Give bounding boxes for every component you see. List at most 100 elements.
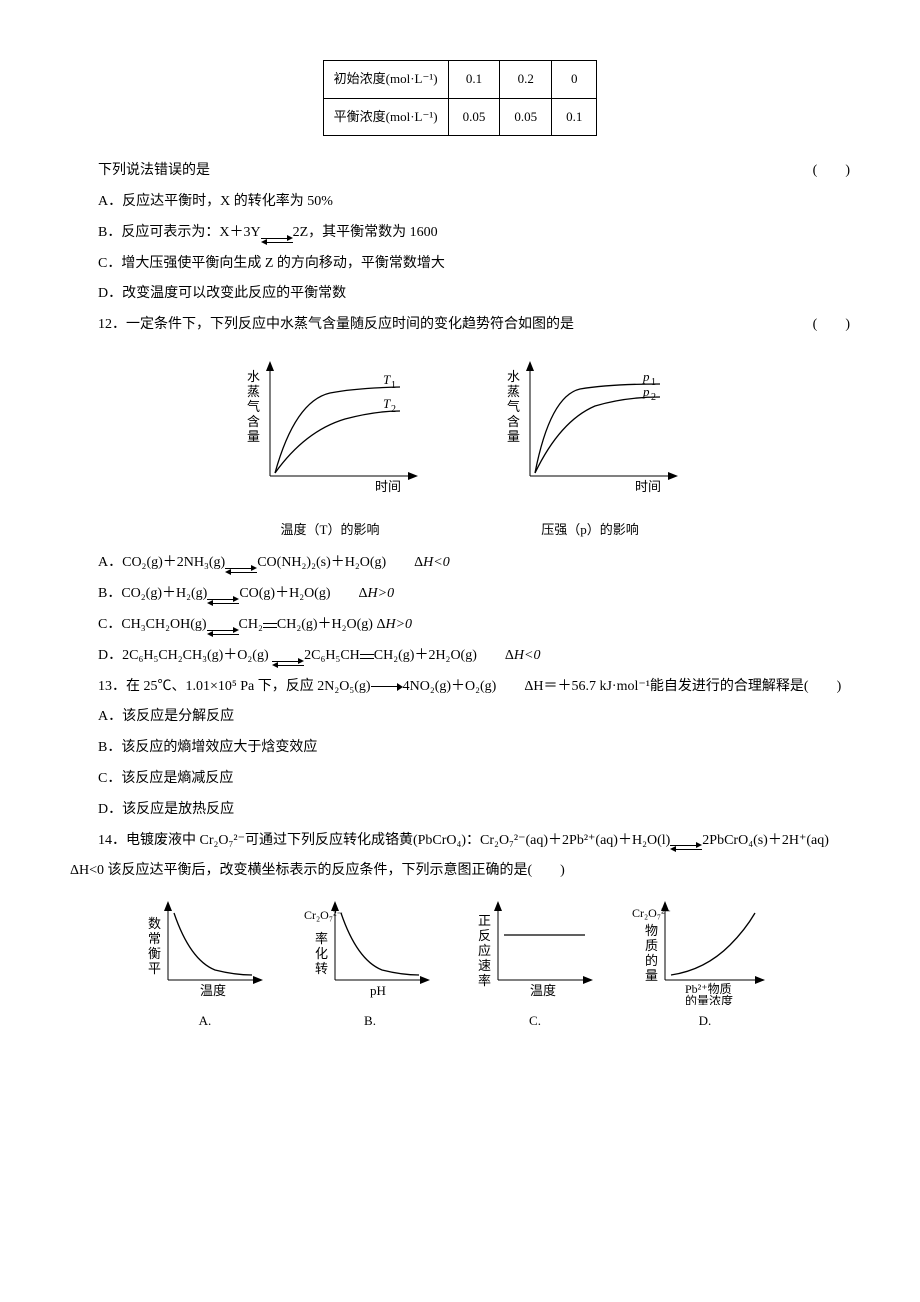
delta-h: H>0 — [385, 617, 412, 632]
text: 4NO₂(g)＋O₂(g) Δ — [403, 679, 534, 694]
double-bond-icon — [263, 621, 277, 629]
answer-paren: ( ) — [775, 156, 850, 187]
svg-text:率: 率 — [478, 973, 491, 988]
svg-text:量: 量 — [507, 429, 520, 444]
panel-letter: D. — [630, 1007, 780, 1036]
q-pre-opt-c: C．增大压强使平衡向生成 Z 的方向移动，平衡常数增大 — [70, 249, 850, 280]
ylabel: 水 — [247, 369, 260, 384]
svg-text:的: 的 — [645, 953, 658, 968]
fig-caption-right: 压强（p）的影响 — [495, 516, 685, 545]
q13-opt-b: B．该反应的熵增效应大于焓变效应 — [70, 733, 850, 764]
svg-text:Cr₂O₇²⁻: Cr₂O₇²⁻ — [632, 906, 671, 920]
double-bond-icon — [360, 652, 374, 660]
q13-opt-a: A．该反应是分解反应 — [70, 702, 850, 733]
panel-letter: B. — [300, 1007, 440, 1036]
svg-text:含: 含 — [247, 414, 260, 429]
q12-fig-left: 水 蒸 气 含 量 T1 T2 时间 温度（T）的影响 — [235, 351, 425, 544]
svg-text:p: p — [642, 369, 650, 384]
svg-text:常: 常 — [148, 931, 161, 946]
svg-text:转: 转 — [315, 961, 328, 976]
cell-label: 初始浓度(mol·L⁻¹) — [323, 61, 448, 99]
svg-text:的量浓度: 的量浓度 — [685, 993, 733, 1005]
panel-letter: C. — [470, 1007, 600, 1036]
fig-caption-left: 温度（T）的影响 — [235, 516, 425, 545]
svg-text:p: p — [642, 384, 650, 399]
table-row: 初始浓度(mol·L⁻¹) 0.1 0.2 0 — [323, 61, 597, 99]
svg-text:气: 气 — [507, 399, 520, 414]
q-pre-opt-b: B．反应可表示为：X＋3Y 2Z，其平衡常数为 1600 — [70, 218, 850, 249]
svg-text:T: T — [383, 372, 391, 387]
svg-text:物: 物 — [645, 923, 658, 938]
q14-panel-b: Cr₂O₇²⁻ 转 化 率 pH B. — [300, 895, 440, 1036]
text: A．CO₂(g)＋2NH₃(g) — [98, 555, 225, 570]
text: 13．在 25℃、1.01×10⁵ Pa 下，反应 2N₂O₅(g) — [98, 679, 371, 694]
q13-stem: 13．在 25℃、1.01×10⁵ Pa 下，反应 2N₂O₅(g) 4NO₂(g… — [70, 672, 850, 703]
q13-opt-c: C．该反应是熵减反应 — [70, 764, 850, 795]
text: CH₂(g)＋2H₂O(g) Δ — [374, 648, 514, 663]
svg-text:正: 正 — [478, 913, 491, 928]
svg-text:应: 应 — [478, 943, 491, 958]
q14-stem: 14．电镀废液中 Cr₂O₇²⁻可通过下列反应转化成铬黄(PbCrO₄)：Cr₂… — [70, 826, 850, 888]
delta-h: H<0 — [514, 648, 541, 663]
cell-y: 0.05 — [500, 98, 552, 136]
text: CH₂ — [239, 617, 263, 632]
svg-text:温度: 温度 — [530, 983, 556, 998]
text: 2C₆H₅CH — [304, 648, 360, 663]
q14-panel-c: 正 反 应 速 率 温度 C. — [470, 895, 600, 1036]
q12-opt-a: A．CO₂(g)＋2NH₃(g) CO(NH₂)₂(s)＋H₂O(g) ΔH<0 — [70, 548, 850, 579]
svg-text:Cr₂O₇²⁻: Cr₂O₇²⁻ — [304, 908, 343, 922]
text: 14．电镀废液中 Cr₂O₇²⁻可通过下列反应转化成铬黄(PbCrO₄)：Cr₂… — [98, 833, 670, 848]
q14-panel-a: 平 衡 常 数 温度 A. — [140, 895, 270, 1036]
q14-panel-d: Cr₂O₇²⁻ 物 质 的 量 Pb²⁺物质 的量浓度 D. — [630, 895, 780, 1036]
panel-letter: A. — [140, 1007, 270, 1036]
q12-opt-b: B．CO₂(g)＋H₂(g)CO(g)＋H₂O(g) ΔH>0 — [70, 579, 850, 610]
svg-text:速: 速 — [478, 958, 491, 973]
chart-temperature: 水 蒸 气 含 量 T1 T2 时间 — [235, 351, 425, 501]
text: D．2C₆H₅CH₂CH₃(g)＋O₂(g) — [98, 648, 272, 663]
q14-panels: 平 衡 常 数 温度 A. Cr₂O₇²⁻ 转 化 率 pH B. — [70, 895, 850, 1036]
q12-opt-c: C．CH₃CH₂OH(g) CH₂ CH₂(g)＋H₂O(g) ΔH>0 — [70, 610, 850, 641]
svg-text:化: 化 — [315, 946, 328, 961]
svg-text:2: 2 — [391, 404, 396, 415]
text: C．CH₃CH₂OH(g) — [98, 617, 207, 632]
delta-h: H>0 — [368, 586, 395, 601]
svg-text:时间: 时间 — [635, 479, 661, 494]
text: CH₂(g)＋H₂O(g) Δ — [277, 617, 386, 632]
q12-opt-d: D．2C₆H₅CH₂CH₃(g)＋O₂(g) 2C₆H₅CH CH₂(g)＋2H₂… — [70, 641, 850, 672]
cell-x: 0.1 — [448, 61, 500, 99]
svg-text:水: 水 — [507, 369, 520, 384]
svg-text:2: 2 — [651, 392, 656, 403]
svg-text:数: 数 — [148, 916, 161, 931]
stem-text: 下列说法错误的是 — [70, 156, 210, 187]
delta-h: H<0 — [423, 555, 450, 570]
text: H<0 该反应达平衡后，改变横坐标表示的反应条件，下列示意图正确的是( ) — [79, 863, 565, 878]
text: CO(NH₂)₂(s)＋H₂O(g) Δ — [257, 555, 423, 570]
svg-text:质: 质 — [645, 938, 658, 953]
q12-figures: 水 蒸 气 含 量 T1 T2 时间 温度（T）的影响 水 蒸 气 含 量 p1… — [70, 351, 850, 544]
table-row: 平衡浓度(mol·L⁻¹) 0.05 0.05 0.1 — [323, 98, 597, 136]
answer-paren: ( ) — [775, 310, 850, 341]
svg-text:反: 反 — [478, 928, 491, 943]
q12-stem: 12．一定条件下，下列反应中水蒸气含量随反应时间的变化趋势符合如图的是 ( ) — [70, 310, 850, 341]
svg-text:温度: 温度 — [200, 983, 226, 998]
q13-opt-d: D．该反应是放热反应 — [70, 795, 850, 826]
q12-fig-right: 水 蒸 气 含 量 p1 p2 时间 压强（p）的影响 — [495, 351, 685, 544]
opt-b-post: 2Z，其平衡常数为 1600 — [293, 225, 438, 240]
cell-x: 0.05 — [448, 98, 500, 136]
text: CO(g)＋H₂O(g) Δ — [239, 586, 367, 601]
chart-pressure: 水 蒸 气 含 量 p1 p2 时间 — [495, 351, 685, 501]
svg-text:含: 含 — [507, 414, 520, 429]
svg-text:衡: 衡 — [148, 946, 161, 961]
svg-text:平: 平 — [148, 961, 161, 976]
stem-text: 12．一定条件下，下列反应中水蒸气含量随反应时间的变化趋势符合如图的是 — [70, 310, 574, 341]
svg-text:T: T — [383, 396, 391, 411]
svg-text:量: 量 — [645, 968, 658, 983]
cell-z: 0 — [552, 61, 597, 99]
opt-b-pre: B．反应可表示为：X＋3Y — [98, 225, 261, 240]
q-pre-opt-a: A．反应达平衡时，X 的转化率为 50% — [70, 187, 850, 218]
svg-text:时间: 时间 — [375, 479, 401, 494]
cell-y: 0.2 — [500, 61, 552, 99]
q-pre-opt-d: D．改变温度可以改变此反应的平衡常数 — [70, 279, 850, 310]
text: H＝＋56.7 kJ·mol⁻¹能自发进行的合理解释是( ) — [533, 679, 841, 694]
svg-text:1: 1 — [651, 377, 656, 388]
